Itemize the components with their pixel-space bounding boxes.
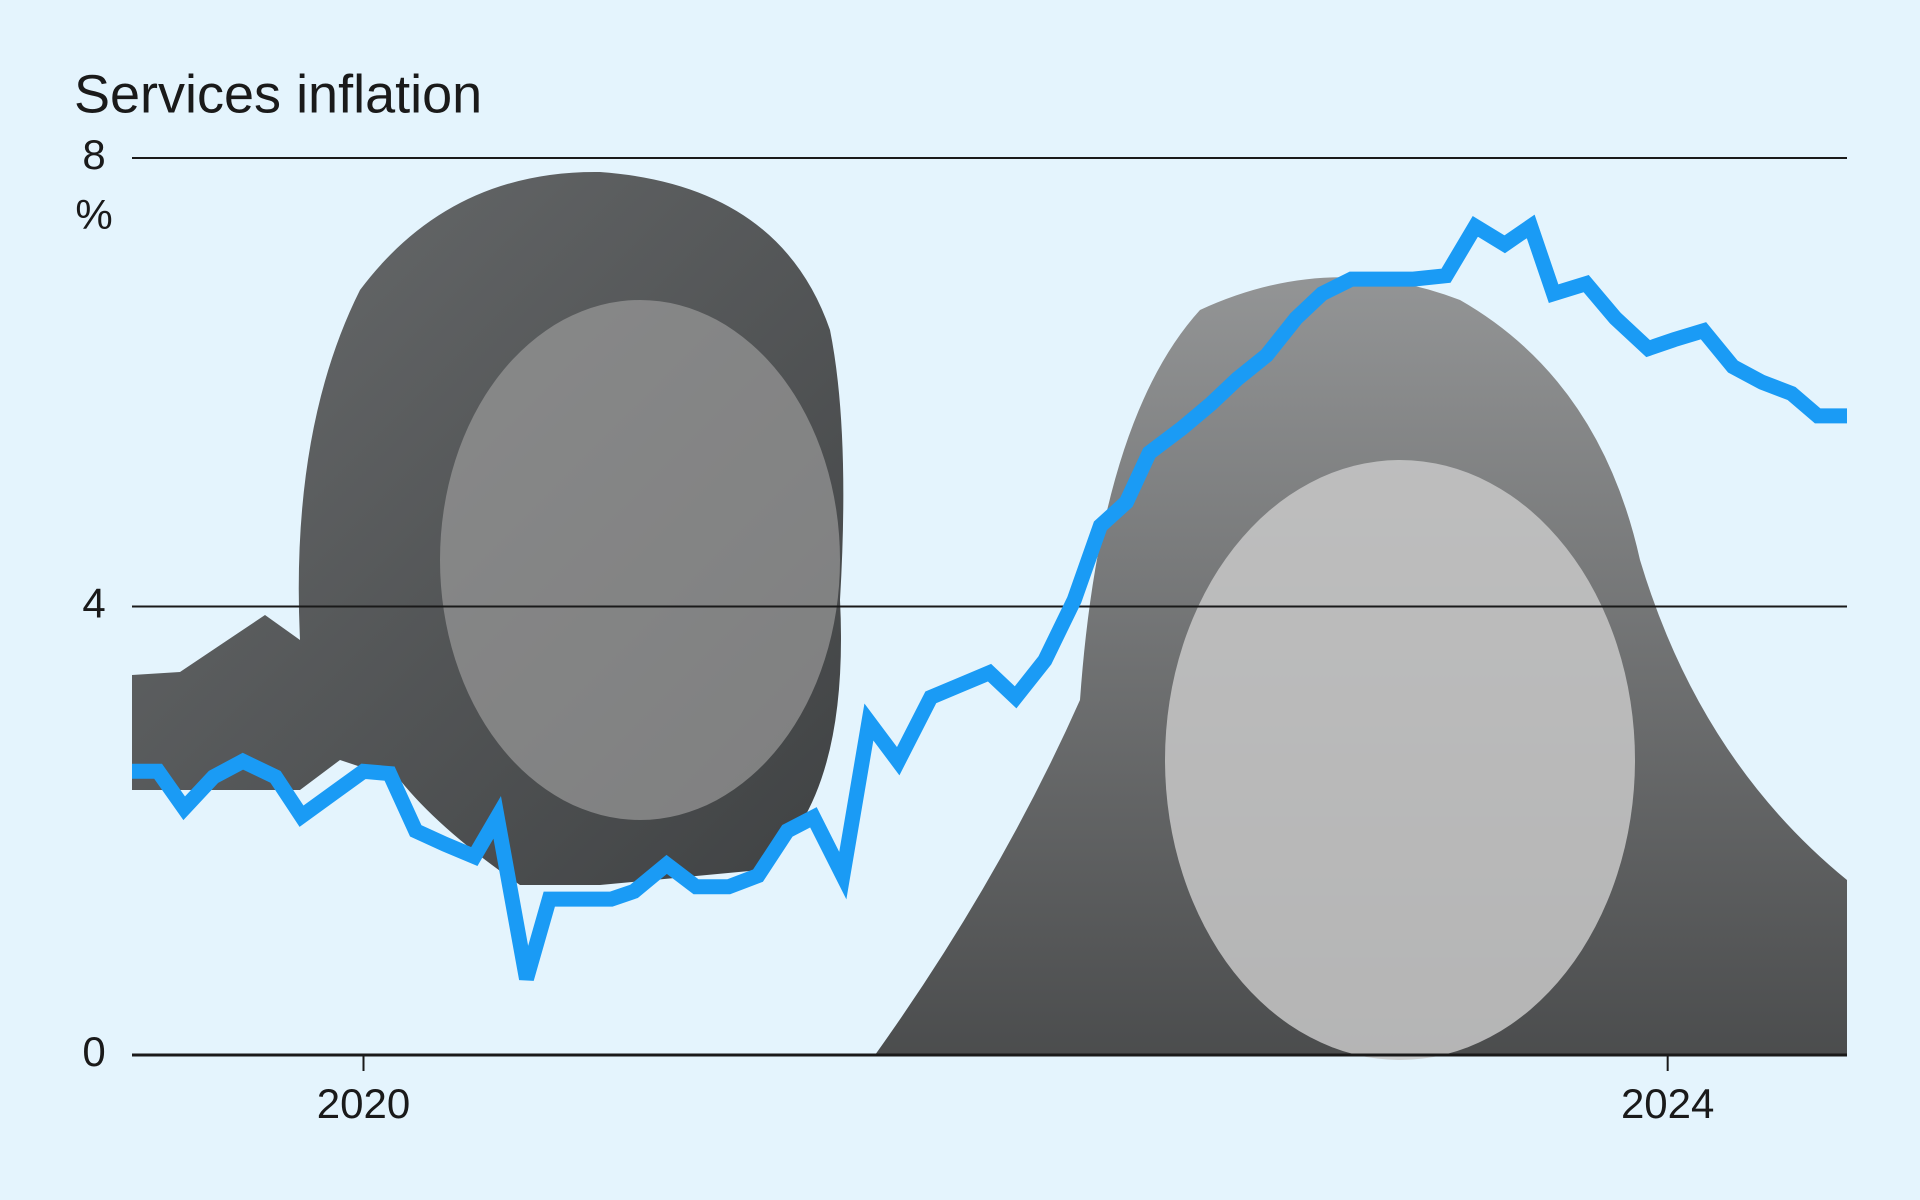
chart-title: Services inflation xyxy=(74,64,482,124)
y-unit: % xyxy=(75,191,112,238)
photo-right xyxy=(875,277,1847,1060)
x-tick-label: 2020 xyxy=(317,1080,410,1127)
photo-left xyxy=(132,171,844,885)
y-tick-label: 8 xyxy=(82,131,105,178)
y-tick-label: 4 xyxy=(82,580,105,627)
x-tick-label: 2024 xyxy=(1621,1080,1714,1127)
data-line xyxy=(132,214,1847,981)
y-tick-label: 0 xyxy=(82,1028,105,1075)
